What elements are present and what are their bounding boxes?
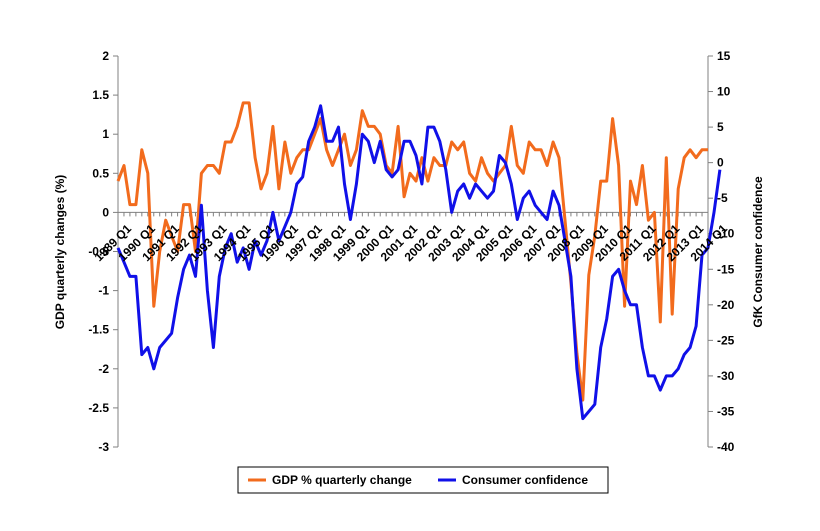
y-left-tick-label: 0 — [102, 205, 109, 219]
y-right-tick-label: 0 — [717, 156, 724, 170]
series-lines — [116, 101, 722, 421]
y-left-tick-label: -0.5 — [88, 245, 109, 259]
y-left-tick-label: -2.5 — [88, 401, 109, 415]
y-right-tick-label: 5 — [717, 120, 724, 134]
y-right-tick-label: -5 — [717, 191, 728, 205]
y-left-tick-label: 0.5 — [92, 166, 109, 180]
y-right-tick-label: -30 — [717, 369, 735, 383]
y-left-tick-label: -1.5 — [88, 323, 109, 337]
axes — [113, 55, 713, 448]
y-left-tick-label: -2 — [98, 362, 109, 376]
legend-label-confidence: Consumer confidence — [462, 473, 588, 487]
legend-label-gdp: GDP % quarterly change — [272, 473, 412, 487]
y-left-tick-label: -3 — [98, 440, 109, 454]
consumer-confidence-series-line — [116, 104, 722, 421]
y-right-tick-label: -40 — [717, 440, 735, 454]
gdp-series-line — [116, 101, 708, 402]
y-axis-right-title: GfK Consumer confidence — [751, 176, 765, 328]
y-right-tick-label: -15 — [717, 262, 735, 276]
y-left-tick-label: 2 — [102, 49, 109, 63]
y-right-tick-label: 15 — [717, 49, 731, 63]
y-right-tick-label: 10 — [717, 85, 731, 99]
tick-labels: 2 1.5 1 0.5 0 -0.5 -1 -1.5 -2 -2.5 -3 15 10 5 0 -5 -10 -1… — [88, 49, 734, 454]
legend-box — [237, 466, 609, 494]
y-right-tick-label: -25 — [717, 333, 735, 347]
y-left-tick-label: 1.5 — [92, 88, 109, 102]
legend: GDP % quarterly change Consumer confiden… — [237, 466, 609, 494]
y-right-tick-label: -10 — [717, 227, 735, 241]
y-axis-left-title: GDP quarterly changes (%) — [53, 175, 67, 330]
y-left-tick-label: -1 — [98, 284, 109, 298]
y-right-tick-label: -20 — [717, 298, 735, 312]
y-left-tick-label: 1 — [102, 127, 109, 141]
y-right-tick-label: -35 — [717, 404, 735, 418]
